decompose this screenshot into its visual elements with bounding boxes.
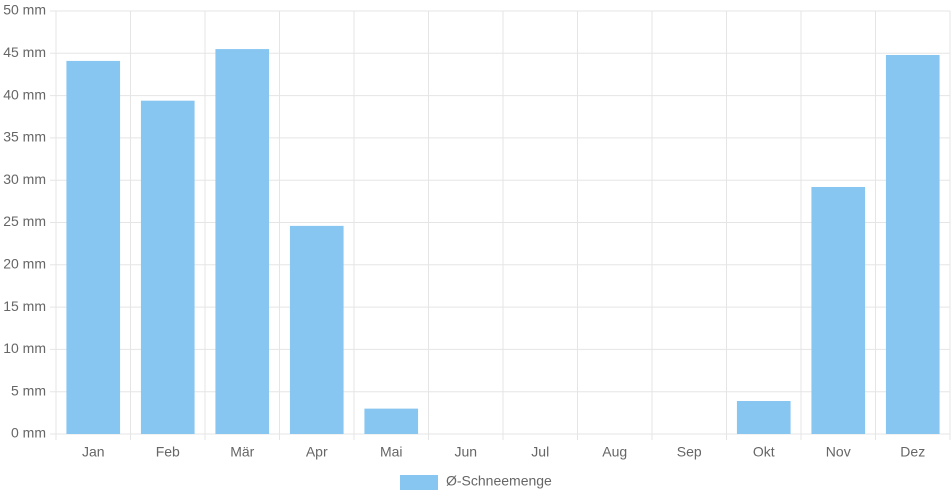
bar [885, 54, 940, 434]
bar [811, 186, 866, 434]
bar [215, 49, 270, 434]
y-tick-label: 5 mm [11, 382, 46, 398]
y-tick-label: 25 mm [3, 213, 46, 229]
y-tick-label: 35 mm [3, 129, 46, 145]
x-tick-label: Jul [531, 444, 549, 460]
y-tick-label: 10 mm [3, 340, 46, 356]
legend-swatch [400, 475, 438, 490]
y-tick-label: 40 mm [3, 86, 46, 102]
bar [140, 100, 195, 435]
x-tick-label: Mai [380, 444, 403, 460]
y-tick-label: 0 mm [11, 425, 46, 441]
x-tick-label: Feb [156, 444, 180, 460]
x-tick-label: Jun [454, 444, 477, 460]
x-tick-label: Aug [602, 444, 627, 460]
bar [289, 225, 344, 434]
x-tick-label: Sep [677, 444, 702, 460]
bar [66, 60, 121, 434]
x-tick-label: Jan [82, 444, 105, 460]
x-tick-label: Apr [306, 444, 328, 460]
y-tick-label: 30 mm [3, 171, 46, 187]
y-tick-label: 50 mm [3, 2, 46, 18]
x-tick-label: Mär [230, 444, 254, 460]
x-tick-label: Okt [753, 444, 775, 460]
y-tick-label: 20 mm [3, 256, 46, 272]
bar [364, 408, 419, 434]
y-tick-label: 15 mm [3, 298, 46, 314]
y-tick-label: 45 mm [3, 44, 46, 60]
x-tick-label: Dez [900, 444, 925, 460]
x-tick-label: Nov [826, 444, 851, 460]
legend-label: Ø-Schneemenge [446, 473, 552, 489]
bar [736, 401, 791, 434]
